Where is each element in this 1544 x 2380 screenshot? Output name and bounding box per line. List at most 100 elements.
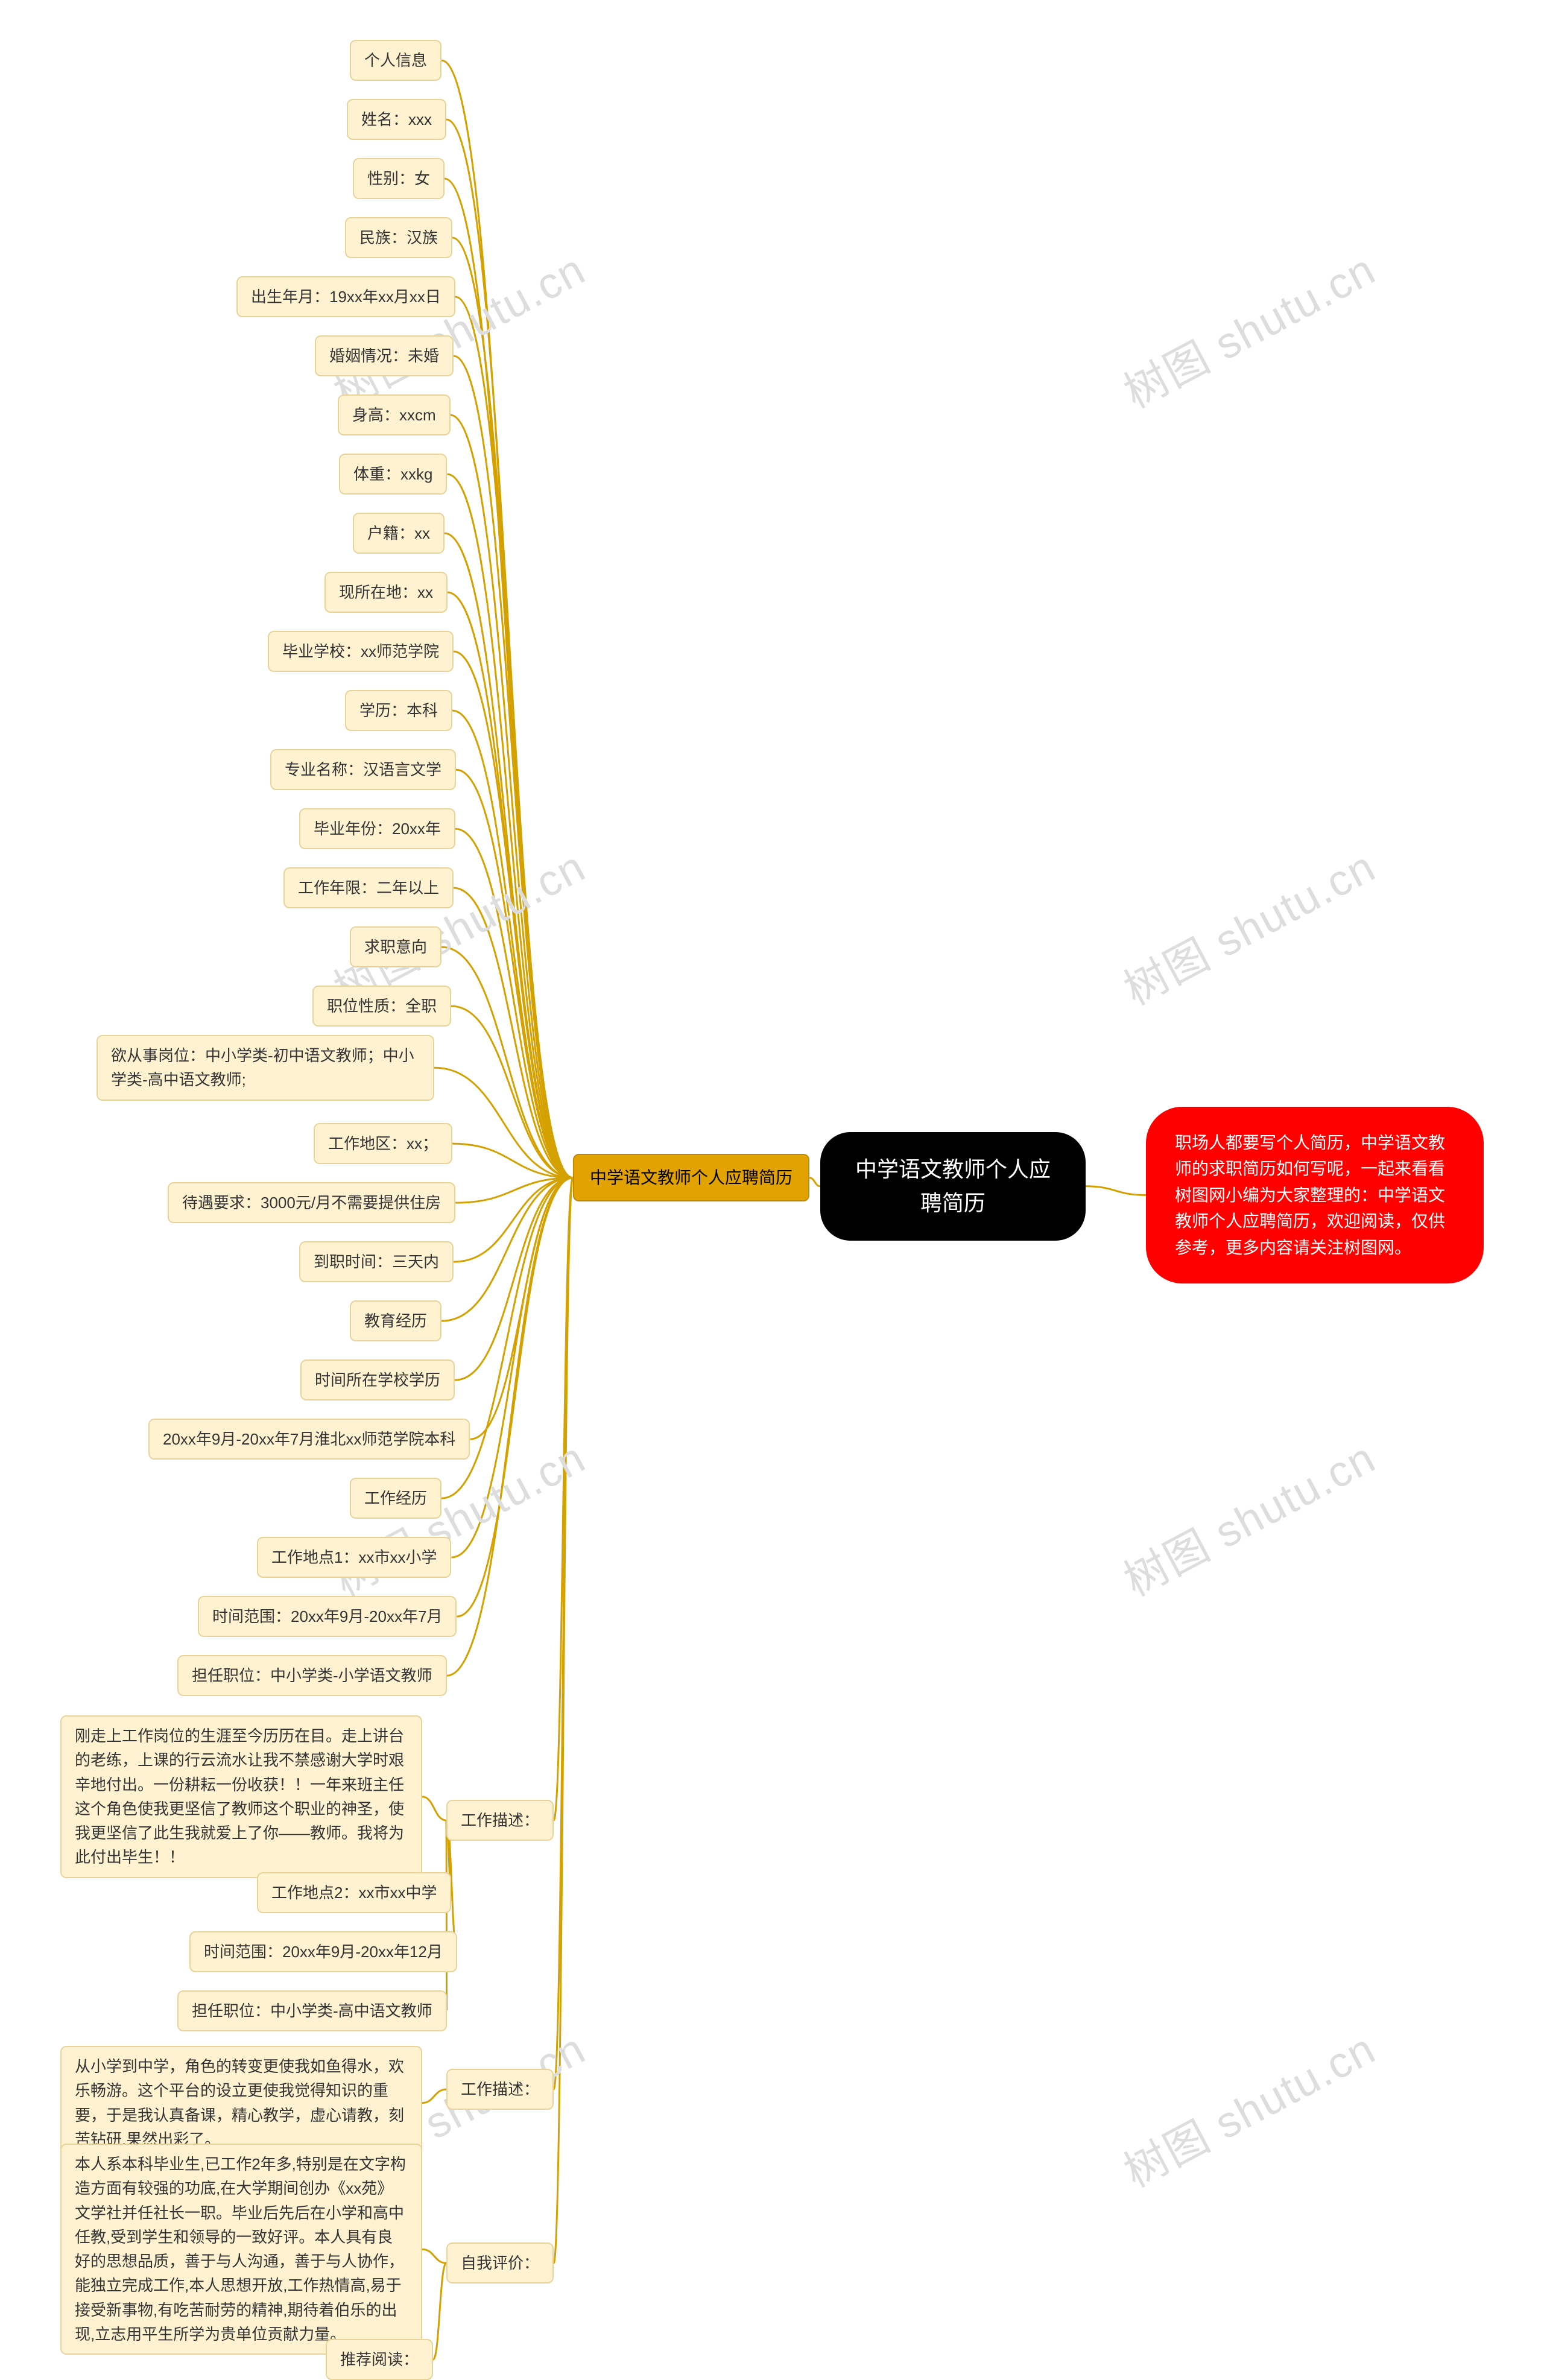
leaf-wd1[interactable]: 工作描述： <box>446 1800 554 1841</box>
hub-node[interactable]: 中学语文教师个人应聘简历 <box>573 1154 809 1201</box>
leaf-wd2a[interactable]: 从小学到中学，角色的转变更使我如鱼得水，欢乐畅游。这个平台的设立更使我觉得知识的… <box>60 2046 422 2160</box>
leaf-n17[interactable]: 职位性质：全职 <box>312 986 451 1027</box>
connector <box>451 1178 573 1557</box>
leaf-se-label: 自我评价： <box>461 2254 539 2272</box>
leaf-wd1d-label: 担任职位：中小学类-高中语文教师 <box>192 2002 432 2020</box>
connector <box>454 356 573 1178</box>
leaf-wd1a[interactable]: 刚走上工作岗位的生涯至今历历在目。走上讲台的老练，上课的行云流水让我不禁感谢大学… <box>60 1715 422 1878</box>
connector <box>441 1178 573 1321</box>
leaf-n20[interactable]: 待遇要求：3000元/月不需要提供住房 <box>168 1182 455 1223</box>
leaf-wd2-label: 工作描述： <box>461 2080 539 2098</box>
leaf-n26-label: 工作地点1：xx市xx小学 <box>271 1548 437 1566</box>
connector <box>445 179 573 1178</box>
connector <box>441 947 573 1178</box>
leaf-n21[interactable]: 到职时间：三天内 <box>299 1241 454 1282</box>
leaf-n12-label: 学历：本科 <box>359 701 438 720</box>
connector <box>446 1820 447 2011</box>
root-node-label: 中学语文教师个人应聘简历 <box>855 1157 1051 1215</box>
connector <box>454 888 573 1178</box>
connector <box>433 2263 446 2359</box>
leaf-n13[interactable]: 专业名称：汉语言文学 <box>270 749 456 790</box>
connector <box>554 1178 573 2089</box>
leaf-n18-label: 欲从事岗位：中小学类-初中语文教师；中小学类-高中语文教师; <box>111 1046 414 1089</box>
connector <box>455 1178 573 1203</box>
leaf-n11-label: 毕业学校：xx师范学院 <box>282 642 439 660</box>
leaf-n14[interactable]: 毕业年份：20xx年 <box>299 808 455 849</box>
connector <box>451 1006 573 1178</box>
description-node-label: 职场人都要写个人简历，中学语文教师的求职简历如何写呢，一起来看看树图网小编为大家… <box>1175 1133 1445 1257</box>
connector <box>456 770 573 1178</box>
leaf-n15-label: 工作年限：二年以上 <box>298 879 439 897</box>
leaf-sea-label: 本人系本科毕业生,已工作2年多,特别是在文字构造方面有较强的功底,在大学期间创办… <box>75 2155 406 2343</box>
leaf-n2[interactable]: 姓名：xxx <box>347 99 446 140</box>
leaf-n10-label: 现所在地：xx <box>339 583 433 601</box>
connector <box>455 297 573 1178</box>
connector <box>452 711 573 1178</box>
leaf-n23[interactable]: 时间所在学校学历 <box>300 1359 455 1400</box>
leaf-wd1b[interactable]: 工作地点2：xx市xx中学 <box>257 1872 451 1913</box>
leaf-n28[interactable]: 担任职位：中小学类-小学语文教师 <box>177 1655 447 1696</box>
leaf-wd1c[interactable]: 时间范围：20xx年9月-20xx年12月 <box>189 1931 457 1972</box>
hub-node-label: 中学语文教师个人应聘简历 <box>590 1168 793 1187</box>
connector <box>455 829 573 1178</box>
connector <box>1086 1186 1146 1195</box>
connector <box>457 1178 573 1616</box>
leaf-n5[interactable]: 出生年月：19xx年xx月xx日 <box>236 276 455 317</box>
connector <box>447 474 573 1178</box>
connector <box>470 1178 573 1439</box>
leaf-n25-label: 工作经历 <box>364 1489 427 1507</box>
leaf-n24-label: 20xx年9月-20xx年7月淮北xx师范学院本科 <box>163 1430 455 1448</box>
leaf-n9[interactable]: 户籍：xx <box>353 513 445 554</box>
root-node[interactable]: 中学语文教师个人应聘简历 <box>820 1132 1086 1241</box>
connector <box>422 1797 446 1820</box>
leaf-n17-label: 职位性质：全职 <box>327 997 437 1015</box>
leaf-sea[interactable]: 本人系本科毕业生,已工作2年多,特别是在文字构造方面有较强的功底,在大学期间创办… <box>60 2144 422 2355</box>
leaf-n16[interactable]: 求职意向 <box>350 926 441 967</box>
leaf-n11[interactable]: 毕业学校：xx师范学院 <box>268 631 454 672</box>
leaf-n8[interactable]: 体重：xxkg <box>339 454 447 495</box>
watermark: 树图 shutu.cn <box>1111 2014 1385 2200</box>
leaf-n21-label: 到职时间：三天内 <box>314 1253 439 1271</box>
leaf-n12[interactable]: 学历：本科 <box>345 690 452 731</box>
leaf-n7[interactable]: 身高：xxcm <box>338 394 451 435</box>
connector <box>451 415 573 1178</box>
leaf-n18[interactable]: 欲从事岗位：中小学类-初中语文教师；中小学类-高中语文教师; <box>96 1035 434 1101</box>
leaf-n19-label: 工作地区：xx； <box>328 1135 438 1153</box>
leaf-n22[interactable]: 教育经历 <box>350 1300 441 1341</box>
leaf-n25[interactable]: 工作经历 <box>350 1478 441 1519</box>
leaf-n9-label: 户籍：xx <box>367 524 430 542</box>
leaf-wd1d[interactable]: 担任职位：中小学类-高中语文教师 <box>177 1990 447 2031</box>
leaf-n19[interactable]: 工作地区：xx； <box>314 1123 452 1164</box>
connector <box>422 2089 446 2103</box>
leaf-n10[interactable]: 现所在地：xx <box>324 572 448 613</box>
leaf-wd1-label: 工作描述： <box>461 1811 539 1829</box>
leaf-n6-label: 婚姻情况：未婚 <box>329 347 439 365</box>
leaf-n20-label: 待遇要求：3000元/月不需要提供住房 <box>182 1194 441 1212</box>
leaf-wd2a-label: 从小学到中学，角色的转变更使我如鱼得水，欢乐畅游。这个平台的设立更使我觉得知识的… <box>75 2057 404 2148</box>
watermark: 树图 shutu.cn <box>321 235 595 420</box>
leaf-se[interactable]: 自我评价： <box>446 2242 554 2283</box>
leaf-n16-label: 求职意向 <box>364 938 427 956</box>
leaf-n26[interactable]: 工作地点1：xx市xx小学 <box>257 1537 451 1578</box>
connector <box>452 238 573 1178</box>
leaf-n4[interactable]: 民族：汉族 <box>345 217 452 258</box>
leaf-n7-label: 身高：xxcm <box>352 406 436 424</box>
leaf-n22-label: 教育经历 <box>364 1312 427 1330</box>
connector <box>809 1178 820 1186</box>
leaf-n14-label: 毕业年份：20xx年 <box>314 820 441 838</box>
leaf-n24[interactable]: 20xx年9月-20xx年7月淮北xx师范学院本科 <box>148 1419 470 1460</box>
leaf-wd2[interactable]: 工作描述： <box>446 2069 554 2110</box>
leaf-n6[interactable]: 婚姻情况：未婚 <box>315 335 454 376</box>
leaf-n5-label: 出生年月：19xx年xx月xx日 <box>251 288 441 306</box>
description-node[interactable]: 职场人都要写个人简历，中学语文教师的求职简历如何写呢，一起来看看树图网小编为大家… <box>1146 1107 1484 1283</box>
leaf-n27[interactable]: 时间范围：20xx年9月-20xx年7月 <box>198 1596 457 1637</box>
leaf-n15[interactable]: 工作年限：二年以上 <box>283 867 454 908</box>
leaf-n3[interactable]: 性别：女 <box>353 158 445 199</box>
leaf-wd1b-label: 工作地点2：xx市xx中学 <box>271 1884 437 1902</box>
leaf-wd1a-label: 刚走上工作岗位的生涯至今历历在目。走上讲台的老练，上课的行云流水让我不禁感谢大学… <box>75 1727 404 1866</box>
leaf-wd1c-label: 时间范围：20xx年9月-20xx年12月 <box>204 1943 443 1961</box>
connector <box>452 1144 573 1178</box>
watermark: 树图 shutu.cn <box>1111 832 1385 1018</box>
leaf-seb[interactable]: 推荐阅读： <box>326 2339 433 2380</box>
leaf-n1[interactable]: 个人信息 <box>350 40 441 81</box>
